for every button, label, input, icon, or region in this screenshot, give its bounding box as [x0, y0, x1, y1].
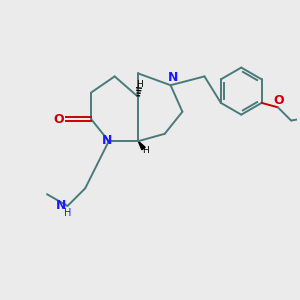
Text: N: N: [102, 134, 112, 147]
Text: N: N: [56, 200, 66, 212]
Text: O: O: [53, 112, 64, 126]
Text: N: N: [168, 71, 179, 84]
Text: O: O: [273, 94, 284, 107]
Text: H: H: [64, 208, 71, 218]
Text: H: H: [142, 146, 149, 155]
Text: H: H: [136, 80, 143, 89]
Polygon shape: [138, 141, 145, 150]
